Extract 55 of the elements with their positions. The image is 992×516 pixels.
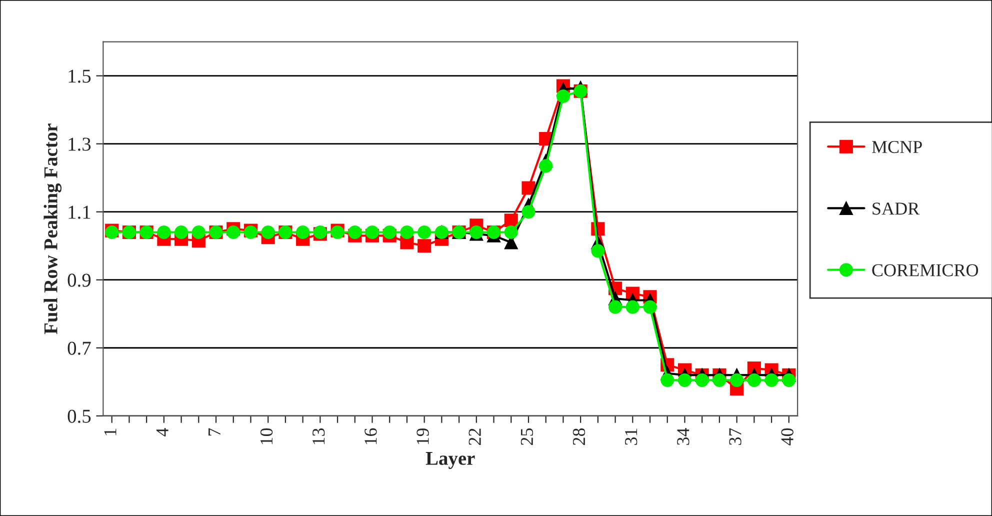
x-tick-label: 31 (625, 428, 638, 445)
y-tick-label: 1.3 (68, 138, 91, 151)
x-tick-label: 34 (677, 428, 690, 445)
point (157, 225, 171, 240)
x-tick-label: 4 (156, 428, 168, 436)
point (608, 300, 622, 314)
point (418, 239, 432, 253)
point (174, 225, 188, 240)
point (400, 225, 414, 240)
x-tick-label: 19 (416, 428, 429, 444)
point (591, 244, 605, 258)
point (678, 373, 692, 387)
legend-label: SADR (872, 202, 920, 215)
point (643, 300, 657, 314)
point (764, 373, 778, 387)
point (626, 300, 640, 314)
x-tick-label: 28 (572, 428, 586, 445)
x-tick-label: 25 (520, 428, 534, 445)
x-tick-label: 10 (260, 428, 273, 444)
point (382, 225, 396, 240)
point (296, 225, 310, 240)
y-tick-label: 1.1 (68, 206, 90, 219)
point (192, 225, 206, 240)
point (695, 373, 709, 387)
point (522, 181, 536, 195)
y-tick-label: 0.9 (68, 274, 91, 287)
point (348, 225, 362, 240)
point (660, 373, 674, 387)
y-tick-label: 1.5 (68, 70, 91, 83)
y-tick-label: 0.7 (68, 342, 91, 355)
x-tick-label: 13 (312, 428, 325, 444)
y-axis-title: Fuel Row Peaking Factor (44, 124, 62, 334)
y-tick-label: 0.5 (68, 410, 91, 423)
point (522, 205, 536, 219)
point (782, 373, 796, 387)
point (747, 373, 761, 387)
point (418, 225, 432, 240)
point (504, 214, 518, 228)
point (539, 159, 553, 173)
x-tick-label: 37 (729, 428, 742, 445)
point (365, 225, 380, 240)
x-tick-label: 40 (781, 428, 794, 446)
point (712, 373, 726, 387)
legend-label: COREMICRO (872, 264, 978, 276)
legend-label: MCNP (872, 140, 922, 154)
x-axis-title: Layer (426, 452, 475, 469)
point (556, 89, 570, 103)
x-tick-label: 22 (468, 428, 481, 445)
point (504, 225, 518, 240)
x-tick-label: 1 (104, 428, 116, 436)
x-tick-label: 16 (364, 428, 377, 444)
point (261, 225, 275, 240)
point (730, 373, 744, 387)
x-tick-label: 7 (208, 428, 220, 436)
point (226, 225, 240, 240)
